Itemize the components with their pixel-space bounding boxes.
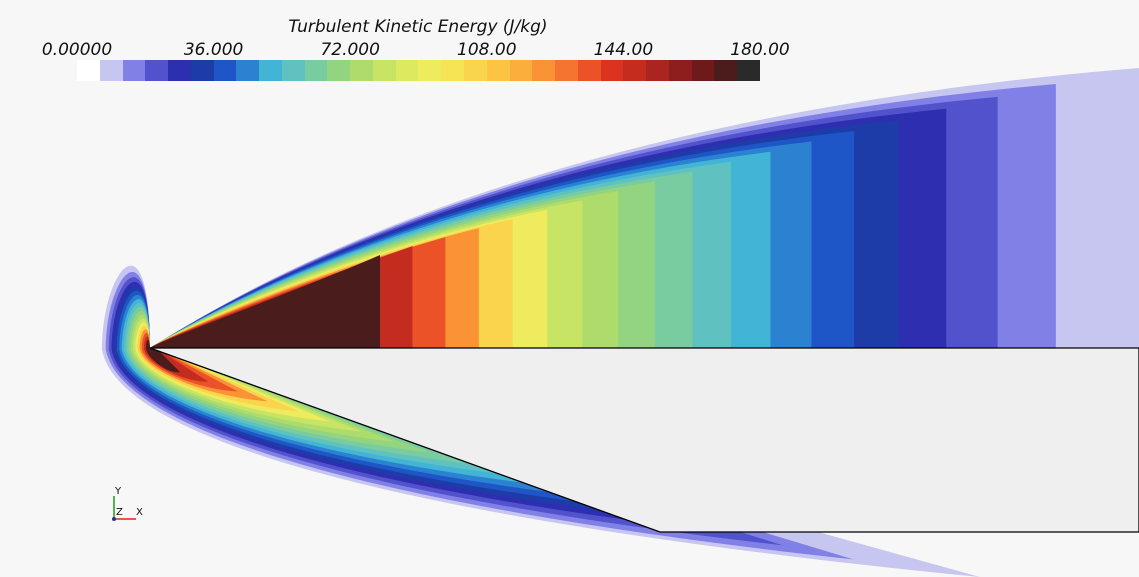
legend-title: Turbulent Kinetic Energy (J/kg) (288, 17, 548, 37)
body-geometry (149, 347, 1139, 533)
colorbar-swatch (168, 60, 191, 81)
colorbar-swatch (145, 60, 169, 81)
colorbar (77, 60, 760, 81)
y-axis-label: Y (115, 486, 122, 497)
colorbar-swatch (714, 60, 738, 81)
colorbar-swatch (668, 60, 692, 81)
colorbar-swatch (737, 60, 760, 81)
tke-contour-field (102, 68, 1139, 577)
colorbar-swatch (600, 60, 624, 81)
x-axis-label: X (136, 507, 143, 518)
colorbar-tick-label: 180.00 (730, 40, 790, 60)
colorbar-swatch (486, 60, 510, 81)
colorbar-tick-label: 0.00000 (41, 40, 113, 60)
colorbar-swatch (236, 60, 260, 81)
contour-band (146, 255, 380, 373)
colorbar-swatch (691, 60, 715, 81)
colorbar-tick-label: 72.000 (320, 40, 380, 60)
colorbar-swatch (418, 60, 442, 81)
colorbar-swatch (372, 60, 396, 81)
colorbar-swatch (395, 60, 419, 81)
colorbar-swatch (623, 60, 647, 81)
colorbar-swatch (190, 60, 214, 81)
colorbar-swatch (259, 60, 282, 81)
colorbar-swatch (99, 60, 123, 81)
colorbar-swatch (509, 60, 533, 81)
colorbar-swatch (577, 60, 601, 81)
colorbar-tick-label: 36.000 (183, 40, 244, 60)
colorbar-swatch (555, 60, 578, 81)
z-axis-label: Z (116, 507, 123, 518)
colorbar-swatch (77, 60, 100, 81)
colorbar-swatch (122, 60, 146, 81)
colorbar-swatch (327, 60, 351, 81)
colorbar-swatch (213, 60, 237, 81)
colorbar-tick-label: 108.00 (457, 40, 517, 60)
colorbar-tick-label: 144.00 (593, 40, 654, 60)
colorbar-swatch (304, 60, 328, 81)
colorbar-swatch (464, 60, 487, 81)
colorbar-swatch (441, 60, 465, 81)
colorbar-swatch (646, 60, 669, 81)
colorbar-swatch (281, 60, 305, 81)
colorbar-swatch (532, 60, 556, 81)
axis-triad (112, 496, 136, 521)
colorbar-swatch (350, 60, 373, 81)
